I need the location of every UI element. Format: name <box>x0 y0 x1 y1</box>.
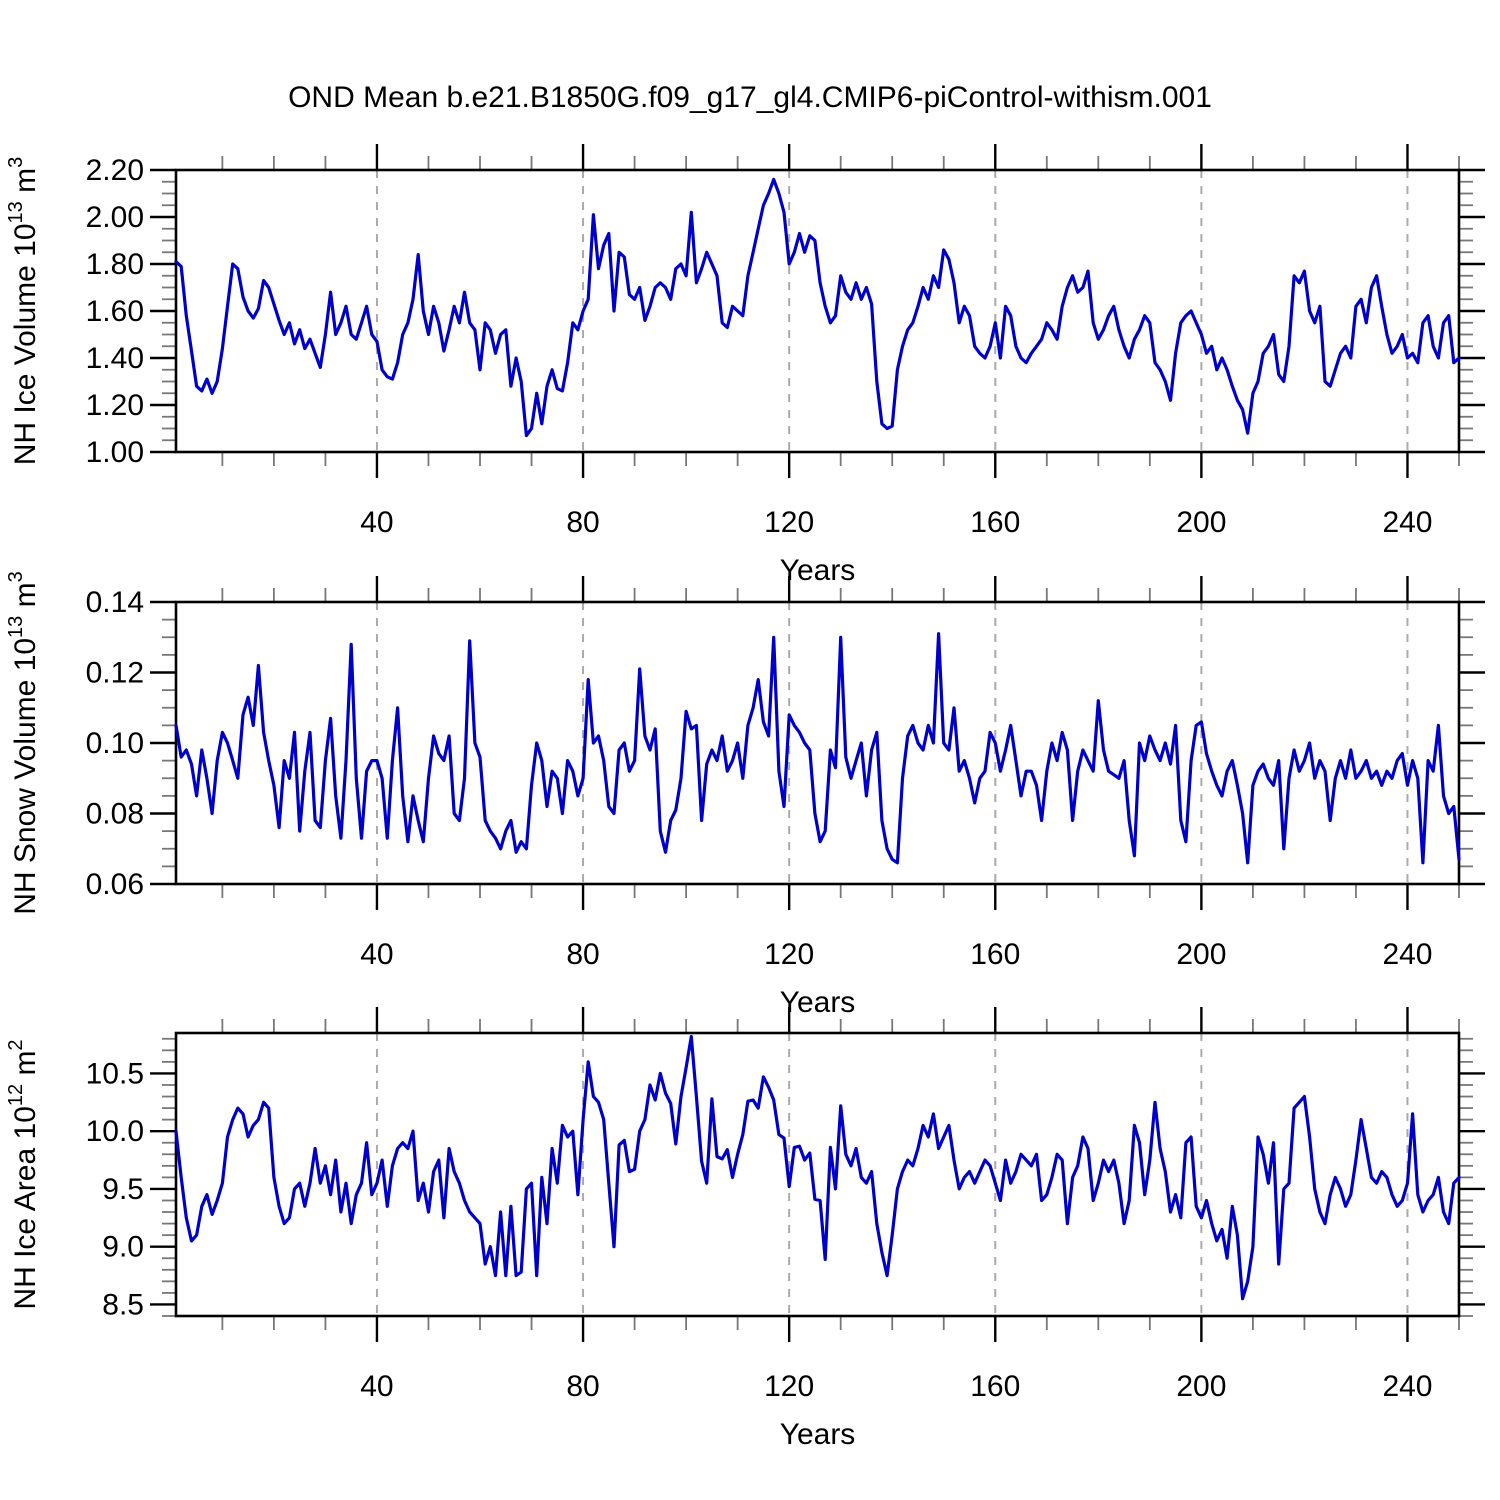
y-tick-label: 1.20 <box>86 389 144 422</box>
y-tick-label: 2.00 <box>86 201 144 234</box>
x-tick-label: 160 <box>970 1370 1020 1403</box>
y-tick-label: 2.20 <box>86 154 144 187</box>
chart-title: OND Mean b.e21.B1850G.f09_g17_gl4.CMIP6-… <box>288 81 1212 114</box>
x-tick-label: 120 <box>764 938 814 971</box>
x-tick-label: 40 <box>360 1370 393 1403</box>
x-tick-label: 120 <box>764 506 814 539</box>
plot-frame <box>174 1031 1461 1318</box>
superscript: 3 <box>5 157 27 168</box>
y-tick-label: 1.80 <box>86 248 144 281</box>
superscript: 13 <box>5 201 27 223</box>
y-tick-label: 1.40 <box>86 342 144 375</box>
superscript: 13 <box>5 616 27 638</box>
ice-area-line <box>174 1034 1461 1301</box>
x-tick-label: 160 <box>970 938 1020 971</box>
x-axis-title: Years <box>780 554 856 587</box>
x-tick-label: 200 <box>1176 506 1226 539</box>
plot-frame <box>174 600 1461 886</box>
x-axis-title: Years <box>780 986 856 1019</box>
y-tick-label: 10.0 <box>86 1115 144 1148</box>
y-tick-label: 1.00 <box>86 436 144 469</box>
superscript: 2 <box>5 1039 27 1050</box>
y-tick-label: 1.60 <box>86 295 144 328</box>
x-tick-label: 240 <box>1382 506 1432 539</box>
x-tick-label: 200 <box>1176 938 1226 971</box>
panel-ice-volume: 1.00 1.20 1.40 1.60 1.80 2.00 2.20 40 80 120 160 20… <box>5 144 1485 587</box>
y-tick-label: 0.12 <box>86 657 144 690</box>
y-axis-title: NH Ice Volume 1013​ m3​ <box>5 157 42 466</box>
x-tick-label: 160 <box>970 506 1020 539</box>
x-axis-title: Years <box>780 1418 856 1451</box>
y-tick-label: 9.5 <box>102 1173 144 1206</box>
y-tick-label: 9.0 <box>102 1231 144 1264</box>
x-tick-label: 80 <box>566 506 599 539</box>
y-tick-label: 0.06 <box>86 868 144 901</box>
y-tick-label: 0.14 <box>86 586 144 619</box>
x-tick-label: 40 <box>360 938 393 971</box>
y-tick-label: 10.5 <box>86 1057 144 1090</box>
x-tick-label: 240 <box>1382 1370 1432 1403</box>
x-tick-label: 120 <box>764 1370 814 1403</box>
y-axis-title: NH Ice Area 1012​ m2​ <box>5 1039 42 1309</box>
x-tick-label: 40 <box>360 506 393 539</box>
x-tick-label: 200 <box>1176 1370 1226 1403</box>
y-tick-label: 0.10 <box>86 727 144 760</box>
y-tick-label: 0.08 <box>86 798 144 831</box>
x-tick-label: 80 <box>566 938 599 971</box>
panel-snow-volume: 0.06 0.08 0.10 0.12 0.14 40 80 120 160 200 240 Year… <box>5 571 1485 1019</box>
y-tick-label: 8.5 <box>102 1288 144 1321</box>
snow-volume-line <box>174 632 1461 865</box>
panel-ice-area: 8.5 9.0 9.5 10.0 10.5 40 80 120 160 200 240 Years NH… <box>5 1007 1485 1451</box>
x-tick-label: 80 <box>566 1370 599 1403</box>
plot-frame <box>174 168 1461 454</box>
superscript: 12 <box>5 1084 27 1106</box>
y-axis-title: NH Snow Volume 1013​ m3​ <box>5 571 42 915</box>
x-tick-label: 240 <box>1382 938 1432 971</box>
ice-volume-line <box>174 177 1461 438</box>
superscript: 3 <box>5 571 27 582</box>
